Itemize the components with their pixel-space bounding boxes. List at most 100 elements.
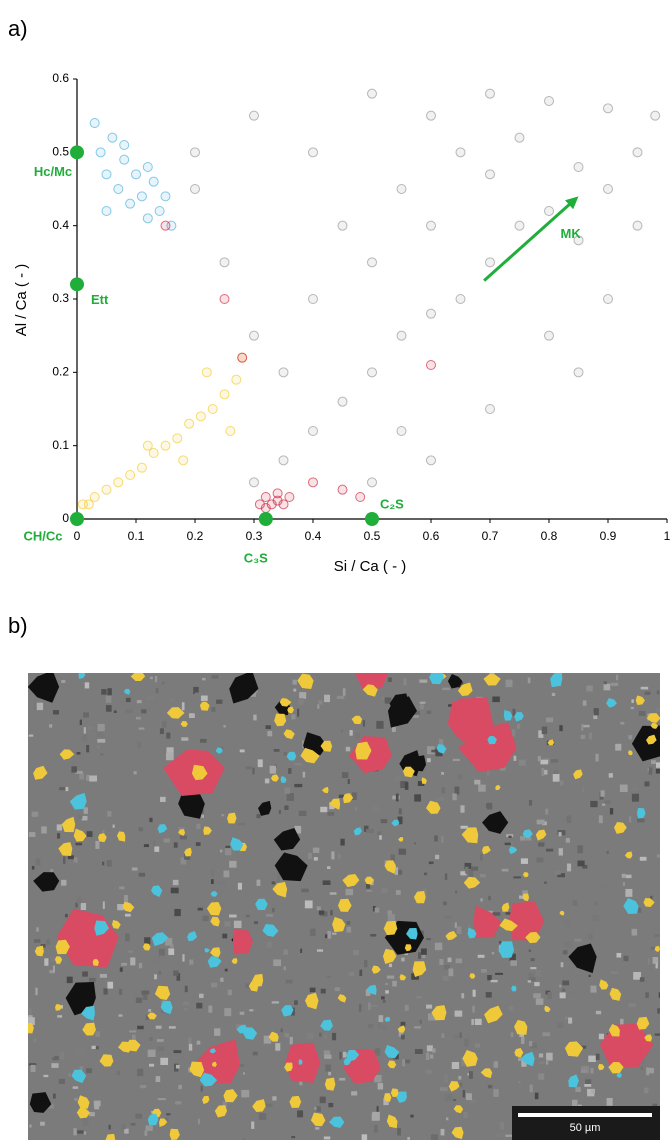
scatter-point bbox=[219, 257, 230, 268]
cyan-grain bbox=[623, 897, 639, 914]
scatter-point bbox=[396, 330, 407, 341]
texture bbox=[80, 902, 87, 911]
texture bbox=[299, 1078, 303, 1086]
texture bbox=[520, 858, 528, 864]
texture bbox=[31, 866, 35, 870]
red-grain bbox=[508, 901, 545, 941]
texture bbox=[587, 1088, 595, 1097]
texture bbox=[341, 772, 349, 779]
scale-bar bbox=[518, 1113, 652, 1117]
texture bbox=[581, 723, 584, 731]
cyan-grain bbox=[467, 927, 477, 939]
texture bbox=[210, 879, 214, 885]
texture bbox=[547, 991, 552, 1000]
texture bbox=[419, 704, 424, 710]
texture bbox=[102, 901, 105, 909]
texture bbox=[528, 1040, 533, 1047]
texture bbox=[307, 1032, 314, 1039]
scatter-point bbox=[308, 147, 318, 158]
texture bbox=[324, 1054, 332, 1059]
texture bbox=[383, 1098, 389, 1106]
texture bbox=[608, 773, 613, 778]
texture bbox=[142, 994, 148, 1001]
yellow-grain bbox=[462, 1049, 478, 1067]
texture bbox=[442, 687, 450, 691]
texture bbox=[82, 971, 88, 977]
texture bbox=[61, 879, 67, 886]
yellow-grain bbox=[227, 812, 237, 824]
texture bbox=[495, 972, 503, 975]
yellow-grain bbox=[329, 798, 341, 810]
texture bbox=[141, 709, 147, 714]
texture bbox=[644, 781, 650, 787]
texture bbox=[324, 934, 328, 939]
texture bbox=[442, 975, 449, 981]
texture bbox=[64, 913, 68, 918]
texture bbox=[271, 881, 276, 885]
scatter-point bbox=[514, 220, 525, 231]
red-grain bbox=[284, 1042, 321, 1083]
texture bbox=[447, 957, 452, 963]
scatter-point bbox=[260, 492, 271, 502]
pore bbox=[274, 852, 308, 882]
reference-point bbox=[70, 512, 84, 526]
pore bbox=[447, 674, 463, 689]
scatter-point bbox=[148, 176, 159, 187]
scatter-point bbox=[160, 440, 171, 451]
texture bbox=[441, 835, 444, 843]
texture bbox=[368, 1002, 371, 1010]
texture bbox=[315, 1127, 320, 1130]
scatter-point bbox=[337, 220, 348, 231]
texture bbox=[364, 959, 368, 968]
texture bbox=[354, 732, 360, 740]
texture bbox=[521, 1059, 527, 1067]
texture bbox=[256, 814, 261, 819]
texture bbox=[52, 1057, 56, 1061]
texture bbox=[460, 825, 468, 829]
texture bbox=[83, 1131, 87, 1135]
texture bbox=[125, 709, 134, 713]
texture bbox=[402, 1059, 411, 1064]
texture bbox=[403, 678, 407, 686]
texture bbox=[538, 730, 544, 738]
reference-label: C₂S bbox=[380, 496, 404, 511]
texture bbox=[451, 1062, 460, 1070]
texture bbox=[145, 1125, 153, 1131]
texture bbox=[638, 710, 646, 716]
scatter-point bbox=[190, 147, 200, 158]
x-axis-label: Si / Ca ( - ) bbox=[334, 558, 407, 575]
texture bbox=[487, 975, 492, 981]
texture bbox=[374, 907, 380, 913]
red-grain bbox=[355, 673, 389, 692]
yellow-grain bbox=[371, 965, 381, 974]
texture bbox=[41, 826, 47, 834]
cyan-grain bbox=[366, 984, 377, 995]
texture bbox=[512, 708, 516, 717]
cyan-grain bbox=[69, 792, 87, 810]
texture bbox=[250, 693, 256, 697]
texture bbox=[351, 1091, 358, 1096]
texture bbox=[361, 1134, 368, 1140]
texture bbox=[423, 872, 428, 876]
pore bbox=[389, 693, 409, 715]
scatter-point bbox=[426, 455, 436, 466]
texture bbox=[453, 1034, 459, 1040]
scatter-point bbox=[160, 191, 171, 202]
texture bbox=[463, 1111, 468, 1119]
scatter-point bbox=[254, 499, 265, 510]
texture bbox=[536, 1090, 542, 1095]
texture bbox=[82, 1118, 89, 1127]
texture bbox=[468, 1071, 473, 1079]
texture bbox=[372, 805, 380, 813]
yellow-grain bbox=[501, 902, 510, 912]
texture bbox=[588, 732, 593, 740]
texture bbox=[227, 989, 232, 996]
texture bbox=[223, 870, 230, 878]
texture bbox=[610, 682, 619, 686]
scatter-point bbox=[119, 140, 130, 150]
texture bbox=[468, 869, 474, 878]
texture bbox=[606, 850, 609, 854]
texture bbox=[193, 686, 199, 695]
texture bbox=[647, 767, 650, 772]
texture bbox=[141, 990, 150, 995]
